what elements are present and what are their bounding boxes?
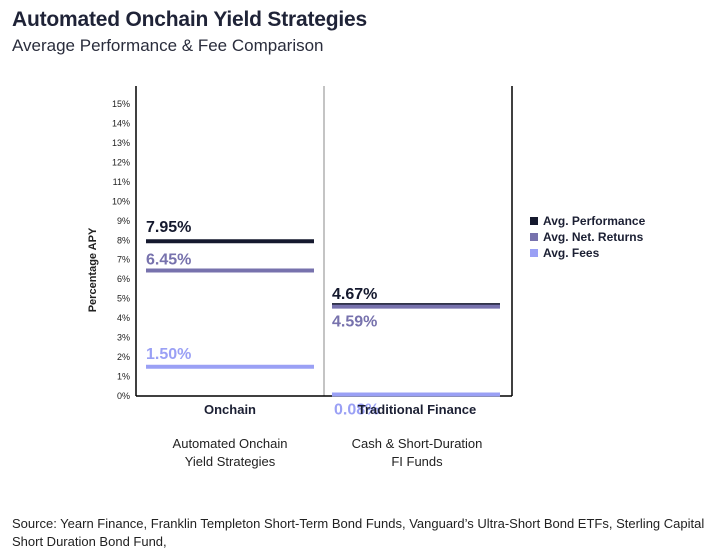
y-tick-label: 6% — [117, 274, 130, 284]
y-tick-label: 15% — [112, 99, 130, 109]
data-label: 4.59% — [332, 314, 377, 331]
chart-marks: 7.95% 4.67% 6.45% 4.59% 1.50% 0.08% — [146, 219, 500, 418]
category-labels: Onchain Automated Onchain Yield Strategies… — [173, 402, 483, 469]
y-tick-label: 10% — [112, 196, 130, 206]
data-label: 6.45% — [146, 251, 191, 268]
x-category-label: Traditional Finance — [358, 402, 476, 417]
y-tick-label: 11% — [113, 177, 130, 187]
category-description: Yield Strategies — [185, 454, 276, 469]
y-axis-ticks: 0% 1% 2% 3% 4% 5% 6% 7% 8% 9% 10% 11% 12% 13% 14% 15% — [112, 99, 130, 401]
data-label: 0.08% — [334, 401, 379, 418]
legend-swatch — [530, 217, 538, 225]
y-tick-label: 8% — [117, 235, 130, 245]
y-tick-label: 9% — [117, 216, 130, 226]
source-note: Source: Yearn Finance, Franklin Templeto… — [12, 516, 705, 549]
legend-swatch — [530, 233, 538, 241]
y-tick-label: 1% — [117, 372, 130, 382]
y-axis-label: Percentage APY — [87, 227, 99, 312]
data-label: 7.95% — [146, 219, 191, 236]
y-tick-label: 14% — [112, 118, 130, 128]
category-description: FI Funds — [391, 454, 443, 469]
legend-label: Avg. Net. Returns — [543, 230, 644, 244]
chart-title: Automated Onchain Yield Strategies — [12, 8, 367, 31]
data-label: 4.67% — [332, 286, 377, 303]
y-tick-label: 12% — [112, 157, 130, 167]
legend-swatch — [530, 249, 538, 257]
legend-label: Avg. Fees — [543, 246, 600, 260]
y-tick-label: 0% — [117, 391, 130, 401]
legend-label: Avg. Performance — [543, 214, 646, 228]
y-tick-label: 4% — [117, 313, 130, 323]
category-description: Cash & Short-Duration — [352, 436, 483, 451]
y-tick-label: 2% — [117, 352, 130, 362]
y-tick-label: 7% — [117, 255, 130, 265]
data-label: 1.50% — [146, 346, 191, 363]
y-tick-label: 13% — [112, 138, 130, 148]
chart: 0% 1% 2% 3% 4% 5% 6% 7% 8% 9% 10% 11% 12% 13% 14% 15% P… — [87, 86, 646, 469]
category-description: Automated Onchain — [173, 436, 288, 451]
y-tick-label: 3% — [117, 333, 130, 343]
legend: Avg. Performance Avg. Net. Returns Avg. Fe… — [530, 214, 646, 260]
x-category-label: Onchain — [204, 402, 256, 417]
chart-subtitle: Average Performance & Fee Comparison — [12, 36, 324, 55]
y-tick-label: 5% — [117, 294, 130, 304]
